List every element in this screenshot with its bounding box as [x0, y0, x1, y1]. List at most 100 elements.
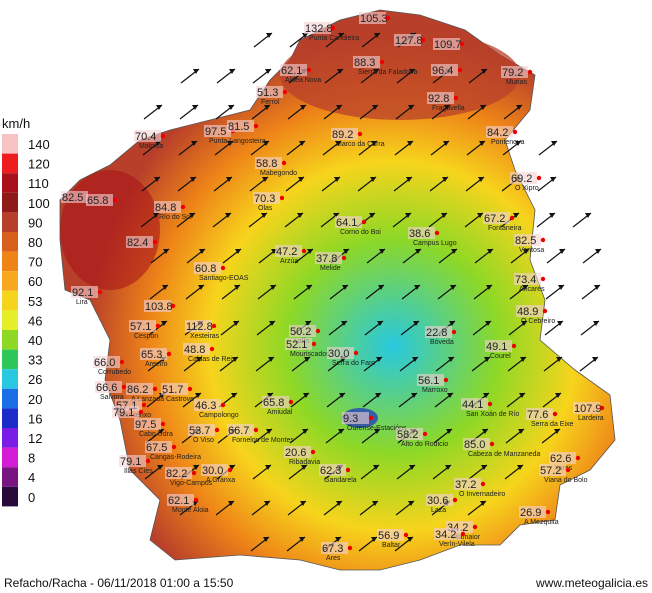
legend-label: 16 [28, 411, 42, 426]
station-value-bg [549, 452, 576, 464]
station-dot [166, 351, 172, 357]
station-value-bg [183, 343, 210, 355]
station-name: Serra do Faro [332, 360, 375, 367]
wind-arrow-head [193, 465, 199, 470]
station-name: Aldea Nova [285, 77, 321, 84]
station-dot [214, 427, 220, 433]
station-value: 105.3 [360, 13, 388, 25]
legend-label: 0 [28, 490, 35, 505]
station-value: 26.9 [520, 507, 541, 519]
wind-arrow-head [267, 393, 273, 398]
wind-arrow-head [449, 321, 455, 326]
station: 37.2O Invernadeiro [454, 478, 505, 498]
station-value-bg [526, 408, 553, 420]
station-value: 84.2 [487, 127, 508, 139]
station-value: 73.4 [515, 274, 536, 286]
wind-arrow-head [408, 501, 414, 506]
station-value-bg [514, 234, 541, 246]
station-value: 62.1 [168, 495, 189, 507]
station-value: 89.2 [332, 129, 353, 141]
station-value: 20.6 [285, 447, 306, 459]
wind-arrow-head [486, 285, 492, 290]
station-name: Punta Langosteira [209, 138, 266, 145]
station-value: 84.8 [155, 202, 176, 214]
station-value-bg [129, 320, 156, 332]
station-value-bg [417, 374, 444, 386]
wind-arrow-head [199, 249, 205, 254]
station-value: 79.1 [120, 456, 141, 468]
station: 103.8 [144, 300, 176, 313]
wind-arrow-head [196, 357, 202, 362]
station-value: 82.5 [515, 235, 536, 247]
station-value: 58.8 [256, 158, 277, 170]
wind-arrow-head [305, 321, 311, 326]
station-name: Punta Candieira [309, 35, 359, 42]
station-name: Olas [258, 205, 273, 212]
station-dot [180, 204, 186, 210]
wind-arrow-head [369, 213, 375, 218]
station-dot [279, 195, 285, 201]
station-name: Caldas de Reis [188, 356, 236, 363]
station-name: Cabo Udra [139, 431, 173, 438]
station-value: 47.2 [276, 246, 297, 258]
station-value-bg [194, 262, 221, 274]
station-value: 66.7 [228, 425, 249, 437]
station: 53.7O Viso [188, 424, 220, 444]
station-value: 66.6 [96, 382, 117, 394]
station-dot [253, 427, 259, 433]
station-name: Marroxo [422, 387, 448, 394]
wind-arrow-head [231, 393, 237, 398]
wind-arrow-head [513, 213, 519, 218]
station-value-bg [140, 348, 167, 360]
wind-arrow-head [154, 177, 160, 182]
station-dot [545, 509, 551, 515]
station-name: Mouriscados [290, 351, 330, 358]
station-name: Ribadavia [289, 459, 320, 466]
wind-arrow-head [198, 285, 204, 290]
wind-arrow-head [228, 501, 234, 506]
station-value-bg [454, 478, 481, 490]
station-value: 50.2 [290, 326, 311, 338]
station-dot [552, 411, 558, 417]
wind-arrow-head [407, 537, 413, 542]
station: 127.8 [394, 34, 426, 47]
station-name: Cespón [134, 333, 158, 340]
wind-arrow-head [443, 141, 449, 146]
station-name: Mabegondo [260, 170, 297, 177]
wind-arrow-head [337, 69, 343, 74]
station-value-bg [253, 192, 280, 204]
station-dot [288, 399, 294, 405]
wind-arrow-head [523, 249, 529, 254]
wind-arrow-head [451, 249, 457, 254]
station-name: Campus Lugo [413, 240, 457, 247]
wind-arrow-head [264, 501, 270, 506]
station-dot [281, 160, 287, 166]
legend-label: 100 [28, 196, 50, 211]
legend-label: 4 [28, 470, 35, 485]
station-value-bg [144, 300, 171, 312]
wind-arrow-head [408, 105, 414, 110]
station-dot [422, 431, 428, 437]
station-name: Viana do Bolo [544, 477, 588, 484]
station-value: 62.1 [281, 65, 302, 77]
wind-arrow-head [372, 105, 378, 110]
station: 48.9O Cebreiro [516, 305, 555, 325]
wind-arrow-head [343, 249, 349, 254]
station-value-bg [161, 383, 188, 395]
station-value: 132.8 [305, 23, 333, 35]
legend-swatch [2, 447, 18, 468]
station-value-bg [463, 438, 490, 450]
legend: km/h 14012011010090807060534640332620161… [2, 116, 50, 507]
